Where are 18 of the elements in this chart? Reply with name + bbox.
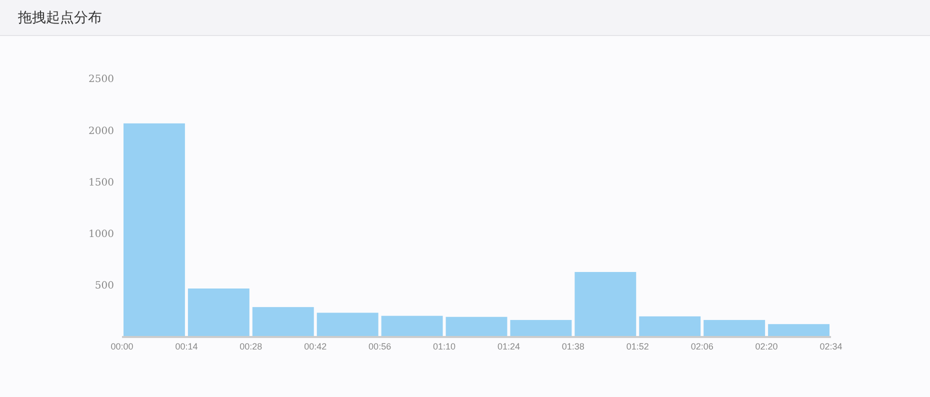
x-tick-label: 00:28	[240, 341, 262, 352]
x-tick-label: 00:42	[304, 341, 327, 352]
y-tick-label: 1500	[88, 177, 114, 188]
y-tick-label: 500	[94, 280, 114, 292]
x-tick-label: 01:52	[626, 341, 649, 352]
y-tick-label: 2500	[88, 74, 114, 86]
x-tick-label: 00:00	[110, 341, 134, 352]
x-tick-label: 02:34	[820, 341, 842, 352]
x-tick-label: 01:10	[433, 341, 456, 352]
x-tick-label: 02:20	[755, 341, 778, 352]
y-tick-label: 1000	[88, 229, 114, 240]
y-tick-label: 2000	[88, 126, 114, 137]
x-tick-label: 01:38	[562, 341, 584, 352]
x-tick-label: 02:06	[690, 341, 714, 352]
x-tick-label: 00:14	[175, 341, 198, 352]
chart-title: 拖拽起点分布	[17, 10, 102, 26]
x-tick-label: 00:56	[368, 341, 392, 352]
x-tick-label: 01:24	[497, 341, 520, 352]
